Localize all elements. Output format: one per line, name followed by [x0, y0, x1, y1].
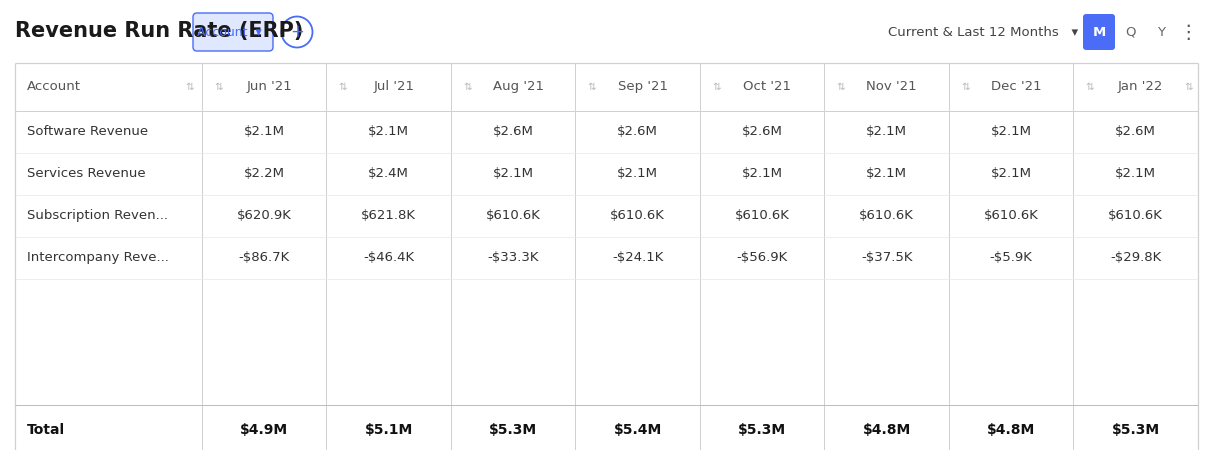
Text: Nov '21: Nov '21 [866, 81, 917, 94]
Text: ⇅: ⇅ [1184, 82, 1194, 92]
Text: $2.1M: $2.1M [991, 126, 1032, 139]
Text: Dec '21: Dec '21 [991, 81, 1042, 94]
Text: M: M [1093, 26, 1105, 39]
Text: $2.4M: $2.4M [369, 167, 409, 180]
Text: $2.1M: $2.1M [866, 167, 907, 180]
Text: +: + [290, 23, 304, 41]
Text: ⇅: ⇅ [712, 82, 721, 92]
Text: Account  ▾: Account ▾ [197, 26, 261, 39]
Text: $2.1M: $2.1M [741, 167, 782, 180]
Text: Intercompany Reve...: Intercompany Reve... [27, 252, 169, 265]
Text: ⇅: ⇅ [1086, 82, 1094, 92]
Text: $2.1M: $2.1M [617, 167, 659, 180]
Text: $5.3M: $5.3M [489, 423, 537, 437]
Text: ⇅: ⇅ [186, 82, 194, 92]
Text: $2.2M: $2.2M [244, 167, 285, 180]
Text: Jun '21: Jun '21 [246, 81, 292, 94]
Text: ⇅: ⇅ [587, 82, 597, 92]
Text: -$33.3K: -$33.3K [488, 252, 539, 265]
Text: ⇅: ⇅ [338, 82, 347, 92]
Text: Q: Q [1124, 26, 1135, 39]
Text: ⇅: ⇅ [463, 82, 472, 92]
Text: $610.6K: $610.6K [610, 210, 665, 222]
Text: $610.6K: $610.6K [984, 210, 1038, 222]
Text: $2.1M: $2.1M [492, 167, 534, 180]
Text: Oct '21: Oct '21 [744, 81, 791, 94]
Text: $5.1M: $5.1M [365, 423, 412, 437]
FancyBboxPatch shape [193, 13, 273, 51]
Text: Subscription Reven...: Subscription Reven... [27, 210, 167, 222]
Text: Total: Total [27, 423, 66, 437]
Text: $5.4M: $5.4M [614, 423, 662, 437]
Text: -$56.9K: -$56.9K [736, 252, 787, 265]
Text: ⇅: ⇅ [837, 82, 845, 92]
Text: -$86.7K: -$86.7K [239, 252, 290, 265]
Text: Revenue Run Rate (ERP): Revenue Run Rate (ERP) [15, 21, 303, 41]
Text: $610.6K: $610.6K [485, 210, 541, 222]
Text: $2.6M: $2.6M [492, 126, 534, 139]
Text: -$5.9K: -$5.9K [990, 252, 1032, 265]
Text: ⇅: ⇅ [961, 82, 969, 92]
Text: $2.1M: $2.1M [244, 126, 285, 139]
Text: $2.6M: $2.6M [742, 126, 782, 139]
Text: Jan '22: Jan '22 [1118, 81, 1163, 94]
Text: -$46.4K: -$46.4K [363, 252, 415, 265]
Text: $2.6M: $2.6M [1115, 126, 1156, 139]
Text: Account: Account [27, 81, 81, 94]
Text: Jul '21: Jul '21 [374, 81, 414, 94]
Text: $4.8M: $4.8M [987, 423, 1036, 437]
Text: Current & Last 12 Months   ▾: Current & Last 12 Months ▾ [888, 26, 1078, 39]
Text: Sep '21: Sep '21 [617, 81, 667, 94]
Text: $4.9M: $4.9M [240, 423, 289, 437]
Text: -$37.5K: -$37.5K [861, 252, 912, 265]
Text: ⇅: ⇅ [213, 82, 223, 92]
Text: $5.3M: $5.3M [739, 423, 786, 437]
Text: $610.6K: $610.6K [859, 210, 915, 222]
Text: $621.8K: $621.8K [361, 210, 416, 222]
Text: Aug '21: Aug '21 [492, 81, 543, 94]
Text: Services Revenue: Services Revenue [27, 167, 146, 180]
Text: ⋮: ⋮ [1178, 22, 1197, 41]
Text: $610.6K: $610.6K [735, 210, 790, 222]
Text: $2.6M: $2.6M [617, 126, 659, 139]
Text: -$29.8K: -$29.8K [1110, 252, 1161, 265]
Text: Y: Y [1157, 26, 1164, 39]
Text: $5.3M: $5.3M [1111, 423, 1160, 437]
Text: $2.1M: $2.1M [866, 126, 907, 139]
FancyBboxPatch shape [1083, 14, 1115, 50]
Text: Software Revenue: Software Revenue [27, 126, 148, 139]
Text: $2.1M: $2.1M [1115, 167, 1156, 180]
Text: -$24.1K: -$24.1K [613, 252, 664, 265]
Text: $2.1M: $2.1M [991, 167, 1032, 180]
Text: $4.8M: $4.8M [862, 423, 911, 437]
Text: $610.6K: $610.6K [1109, 210, 1163, 222]
Text: $620.9K: $620.9K [237, 210, 291, 222]
Text: $2.1M: $2.1M [369, 126, 409, 139]
